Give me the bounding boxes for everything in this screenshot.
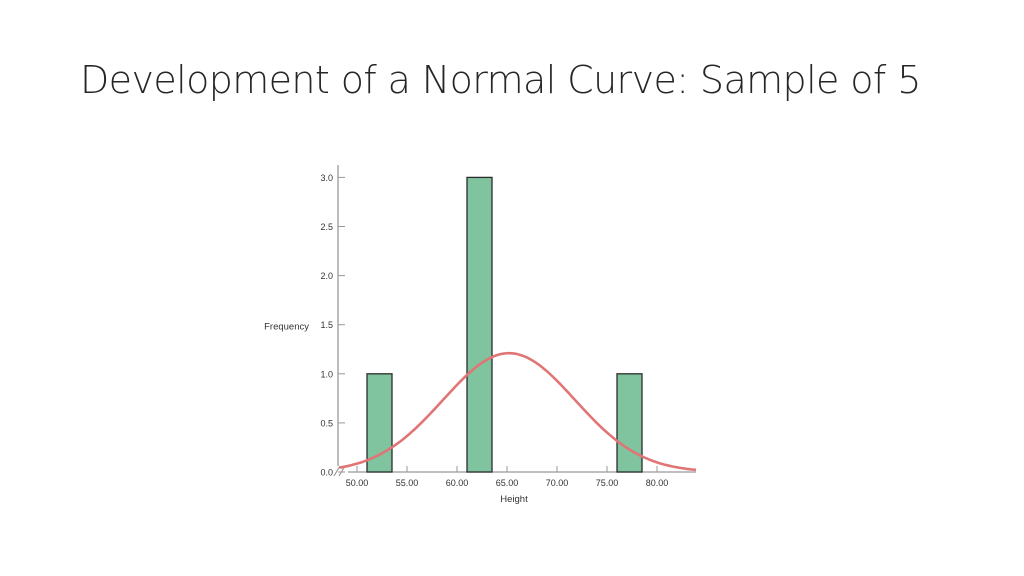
x-tick-label: 60.00: [446, 478, 469, 488]
x-axis-label: Height: [500, 494, 528, 505]
x-tick-label: 65.00: [496, 478, 519, 488]
y-tick-label: 3.0: [320, 173, 333, 183]
y-axis: 0.0 0.5 1.0 1.5 2.0 2.5 3.0: [320, 165, 345, 478]
y-tick-label: 1.5: [320, 320, 333, 330]
x-tick-label: 70.00: [546, 478, 569, 488]
slide-title: Development of a Normal Curve: Sample of…: [80, 58, 921, 102]
histogram-bars: [366, 176, 643, 473]
y-tick-label: 2.5: [320, 222, 333, 232]
histogram-bar: [366, 373, 393, 473]
x-tick-label: 55.00: [396, 478, 419, 488]
x-tick-label: 80.00: [646, 478, 669, 488]
y-axis-label: Frequency: [264, 322, 309, 333]
histogram-bar: [616, 373, 643, 473]
x-tick-label: 75.00: [596, 478, 619, 488]
y-tick-label: 0.0: [320, 468, 333, 478]
histogram-bar: [466, 176, 493, 473]
y-tick-label: 0.5: [320, 418, 333, 428]
normal-curve: [339, 351, 697, 472]
y-tick-label: 2.0: [320, 271, 333, 281]
x-tick-label: 50.00: [346, 478, 369, 488]
y-tick-label: 1.0: [320, 369, 333, 379]
